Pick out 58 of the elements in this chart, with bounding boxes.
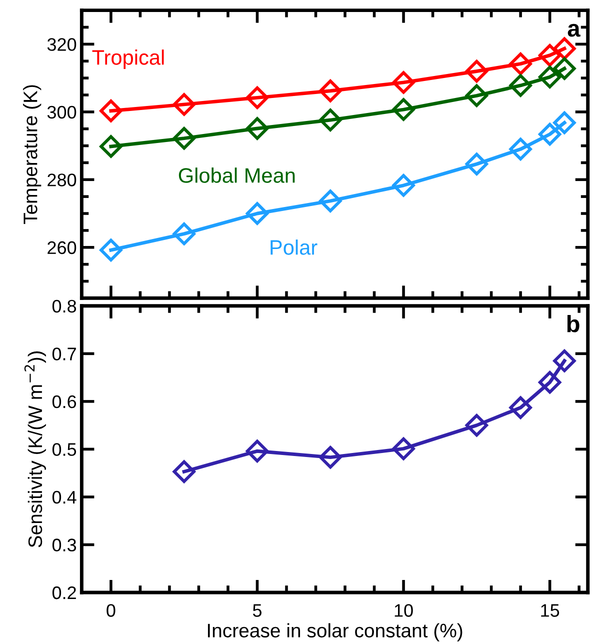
point xyxy=(246,202,269,225)
x-axis-title: Increase in solar constant (%) xyxy=(208,623,462,642)
point xyxy=(100,100,122,122)
point xyxy=(509,52,532,76)
y-axis-title: Sensitivity (K/(W m$^{−2}$)) xyxy=(24,351,46,548)
point xyxy=(392,437,415,460)
x-tick-label: 0 xyxy=(106,604,116,617)
y-tick-label: 320 xyxy=(47,38,76,51)
series-label: Global Mean xyxy=(178,168,295,183)
point xyxy=(465,84,488,107)
y-tick-label: 0.7 xyxy=(52,348,76,360)
point xyxy=(553,111,576,134)
y-tick-label: 0.8 xyxy=(52,300,76,313)
annotation: a xyxy=(568,24,580,37)
point xyxy=(509,74,532,97)
point xyxy=(509,396,532,419)
point xyxy=(246,117,269,140)
point xyxy=(553,37,576,60)
point xyxy=(172,126,196,150)
series-label: Tropical xyxy=(92,50,164,69)
point xyxy=(319,80,342,102)
point xyxy=(319,108,342,132)
point xyxy=(100,135,122,158)
y-tick-label: 260 xyxy=(48,241,76,254)
point xyxy=(553,349,576,372)
point xyxy=(246,86,269,110)
y-tick-label: 300 xyxy=(47,106,76,119)
y-axis-title: Temperature (K) xyxy=(23,85,42,224)
point xyxy=(172,460,196,483)
y-tick-label: 0.2 xyxy=(52,586,76,600)
point xyxy=(172,93,196,116)
point xyxy=(100,238,122,262)
point xyxy=(538,370,562,394)
point xyxy=(465,414,488,437)
point xyxy=(319,190,342,212)
point xyxy=(172,222,196,246)
point xyxy=(509,138,532,161)
y-tick-label: 0.5 xyxy=(52,443,76,456)
y-tick-label: 0.6 xyxy=(52,395,76,408)
y-tick-label: 280 xyxy=(48,174,76,186)
x-tick-label: 15 xyxy=(541,604,560,617)
point xyxy=(553,57,576,80)
point xyxy=(392,98,415,121)
point xyxy=(538,122,562,146)
point xyxy=(392,174,415,197)
point xyxy=(465,152,488,176)
point xyxy=(246,440,269,462)
series-label: Polar xyxy=(270,240,318,255)
point xyxy=(538,44,562,67)
point xyxy=(319,446,342,469)
x-tick-label: 5 xyxy=(252,604,262,617)
point xyxy=(392,71,415,94)
y-tick-label: 0.4 xyxy=(52,490,76,504)
point xyxy=(538,66,562,88)
point xyxy=(465,60,488,83)
x-tick-label: 10 xyxy=(394,604,413,617)
y-tick-label: 0.3 xyxy=(52,538,76,552)
annotation: b xyxy=(567,314,580,332)
